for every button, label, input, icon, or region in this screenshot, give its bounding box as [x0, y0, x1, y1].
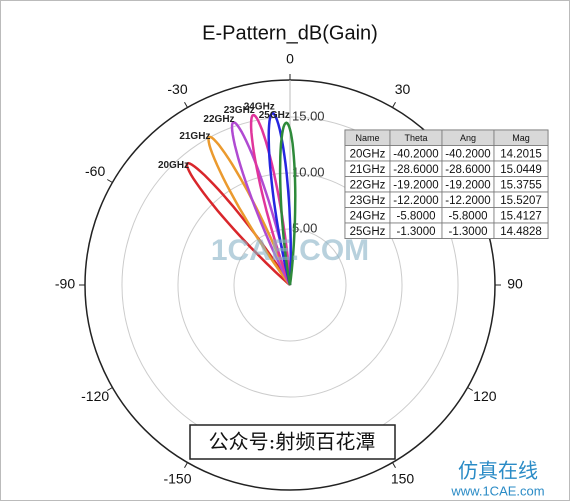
lobe: [267, 111, 293, 286]
theta-tick: [392, 102, 396, 108]
cell-text: -1.3000: [396, 226, 435, 238]
theta-tick-label: -150: [163, 471, 191, 487]
lobe-label: 22GHz: [203, 114, 234, 125]
watermark: 1CAE.COM: [211, 234, 369, 267]
theta-tick-label: 150: [391, 471, 415, 487]
theta-tick: [184, 102, 188, 108]
theta-tick-label: -60: [85, 163, 105, 179]
cell-text: -40.2000: [393, 148, 438, 160]
header-text: Name: [355, 133, 379, 143]
header-text: Theta: [404, 133, 427, 143]
cell-text: -5.8000: [396, 210, 435, 222]
header-text: Mag: [512, 133, 530, 143]
r-tick-label: 15.00: [292, 108, 325, 123]
cell-text: 15.5207: [500, 195, 542, 207]
theta-tick: [107, 179, 113, 183]
lobe-label: 25GHz: [259, 110, 290, 121]
caption-box: [189, 424, 396, 460]
theta-tick-label: 0: [286, 51, 294, 67]
marker-table: Name Theta Ang Mag 20GHz -40.2000 -40.2000 14.2…: [344, 129, 549, 239]
theta-tick: [467, 387, 473, 391]
theta-tick-label: -120: [81, 388, 109, 404]
cell-text: -19.2000: [445, 179, 490, 191]
cell-text: 14.2015: [500, 148, 542, 160]
lobe: [249, 113, 292, 286]
cell-text: -28.6000: [393, 164, 438, 176]
cell-text: 24GHz: [350, 210, 386, 222]
theta-tick-label: -90: [55, 276, 75, 292]
caption: 公众号:射频百花潭: [209, 430, 376, 454]
cell-text: -19.2000: [393, 179, 438, 191]
r-tick-label: 10.00: [292, 164, 325, 179]
theta-tick: [107, 387, 113, 391]
theta-tick-label: 90: [507, 276, 523, 292]
lobe: [278, 121, 297, 286]
cell-text: 15.4127: [500, 210, 542, 222]
lobe-label: 21GHz: [179, 131, 210, 142]
cell-text: -5.8000: [448, 210, 487, 222]
lobe-label: 20GHz: [158, 160, 189, 171]
lobe: [207, 135, 292, 286]
lobe-label: 23GHz: [224, 105, 255, 116]
cell-text: 22GHz: [350, 179, 386, 191]
cell-text: 15.0449: [500, 164, 542, 176]
lobe: [185, 161, 292, 286]
cell: [493, 222, 549, 239]
cell-text: 21GHz: [350, 164, 386, 176]
cell-text: -12.2000: [445, 195, 490, 207]
chart-title: E-Pattern_dB(Gain): [202, 22, 378, 44]
cell-text: -28.6000: [445, 164, 490, 176]
cell-text: -12.2000: [393, 195, 438, 207]
cell-text: 23GHz: [350, 195, 386, 207]
theta-tick-label: -30: [167, 81, 187, 97]
theta-tick-label: 30: [395, 81, 411, 97]
cell-text: -1.3000: [448, 226, 487, 238]
theta-tick: [184, 462, 188, 468]
cell-text: 20GHz: [350, 148, 386, 160]
lobe-label: 24GHz: [244, 102, 275, 113]
cell-text: 25GHz: [350, 226, 386, 238]
watermark-cn: 仿真在线: [458, 459, 538, 482]
cell-text: -40.2000: [445, 148, 490, 160]
watermark-url: www.1CAE.com: [450, 483, 544, 498]
r-tick-label: 5.00: [292, 220, 317, 235]
polar-grid: 5.0010.0015.000306090120150-30-60-90-120…: [55, 51, 523, 491]
header-text: Ang: [460, 133, 476, 143]
cell-text: 14.4828: [500, 226, 542, 238]
theta-tick-label: 120: [473, 388, 497, 404]
theta-tick: [392, 462, 396, 468]
cell-text: 15.3755: [500, 179, 542, 191]
